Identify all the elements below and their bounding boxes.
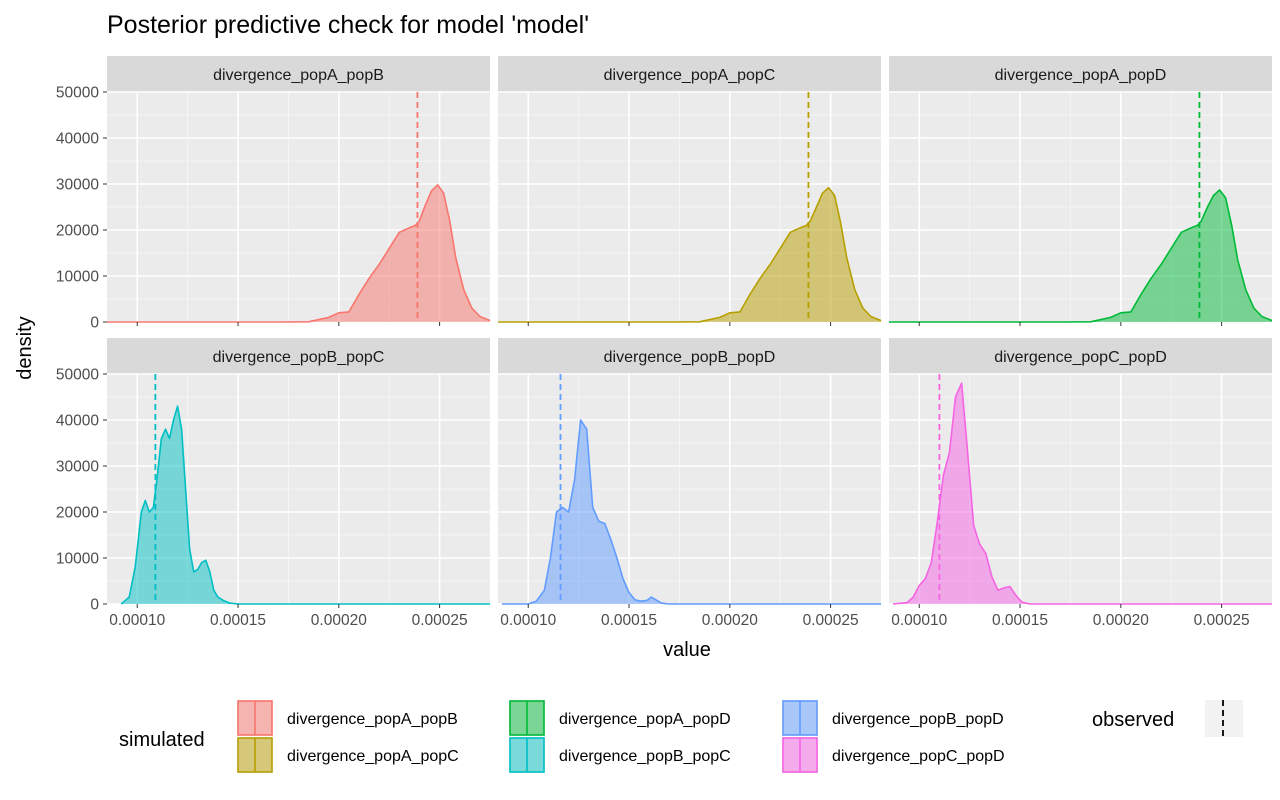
x-tick-label: 0.00025	[412, 612, 468, 629]
legend-title-simulated: simulated	[119, 729, 205, 751]
legend-label: divergence_popA_popD	[559, 711, 731, 728]
y-tick-label: 50000	[56, 367, 99, 384]
density-area	[889, 190, 1272, 322]
legend-item-divergence_popC_popD: divergence_popC_popD	[782, 737, 1005, 773]
x-tick-label: 0.00010	[891, 612, 947, 629]
panel-divergence_popA_popC: divergence_popA_popC	[498, 56, 882, 323]
y-tick-label: 50000	[56, 85, 99, 102]
legend-key-background	[1205, 700, 1243, 737]
x-tick-label: 0.00025	[803, 612, 859, 629]
density-line	[498, 186, 882, 323]
legend-label: divergence_popB_popC	[559, 748, 731, 765]
axes: 0 10000 20000 30000 40000 50000 0 10000 20000 300…	[56, 85, 1250, 630]
density-area	[502, 420, 881, 604]
panel-divergence_popB_popD: divergence_popB_popD	[498, 338, 881, 605]
legend-item-divergence_popA_popC: divergence_popA_popC	[237, 737, 459, 773]
x-tick-label: 0.00025	[1194, 612, 1250, 629]
strip-background	[889, 56, 1272, 92]
strip-label: divergence_popC_popD	[994, 349, 1167, 366]
legend-label: divergence_popC_popD	[832, 748, 1005, 765]
density-area	[121, 406, 490, 604]
legend-item-divergence_popA_popD: divergence_popA_popD	[509, 700, 731, 736]
density-area	[498, 187, 881, 322]
density-line	[889, 189, 1273, 323]
chart-title: Posterior predictive check for model 'mo…	[107, 11, 589, 39]
legend-title-observed: observed	[1092, 709, 1174, 731]
density-line	[120, 405, 490, 605]
strip-background	[889, 338, 1272, 374]
x-tick-label: 0.00015	[210, 612, 266, 629]
legend-item-divergence_popB_popD: divergence_popB_popD	[782, 700, 1004, 736]
strip-background	[107, 56, 490, 92]
y-tick-label: 40000	[56, 131, 99, 148]
panel-divergence_popA_popD: divergence_popA_popD	[889, 56, 1273, 323]
x-tick-label: 0.00020	[702, 612, 758, 629]
x-tick-label: 0.00020	[311, 612, 367, 629]
strip-label: divergence_popA_popB	[213, 67, 384, 84]
strip-label: divergence_popA_popD	[995, 67, 1167, 84]
strip-label: divergence_popA_popC	[604, 67, 776, 84]
x-tick-label: 0.00010	[109, 612, 165, 629]
strip-label: divergence_popB_popC	[213, 349, 385, 366]
density-area	[107, 184, 490, 322]
strip-label: divergence_popB_popD	[604, 349, 776, 366]
y-tick-label: 30000	[56, 459, 99, 476]
facet-panels: divergence_popA_popB divergence_popA_popC…	[107, 56, 1273, 605]
y-tick-label: 10000	[56, 269, 99, 286]
x-tick-label: 0.00020	[1093, 612, 1149, 629]
density-line	[892, 382, 1272, 605]
strip-background	[498, 56, 881, 92]
x-tick-label: 0.00015	[992, 612, 1048, 629]
y-tick-label: 20000	[56, 223, 99, 240]
strip-background	[498, 338, 881, 374]
y-tick-label: 20000	[56, 505, 99, 522]
panel-divergence_popC_popD: divergence_popC_popD	[889, 338, 1272, 605]
density-area	[893, 383, 1272, 604]
density-line	[107, 184, 491, 323]
y-axis-title: density	[14, 316, 36, 379]
legend-item-divergence_popA_popB: divergence_popA_popB	[237, 700, 458, 736]
y-tick-label: 30000	[56, 177, 99, 194]
strip-background	[107, 338, 490, 374]
legend-label: divergence_popB_popD	[832, 711, 1004, 728]
legend: simulated observed divergence_popA_popBd…	[119, 700, 1243, 773]
y-tick-label: 0	[90, 597, 99, 614]
legend-label: divergence_popA_popB	[287, 711, 458, 728]
y-tick-label: 10000	[56, 551, 99, 568]
legend-item-divergence_popB_popC: divergence_popB_popC	[509, 737, 731, 773]
x-tick-label: 0.00015	[601, 612, 657, 629]
panel-divergence_popB_popC: divergence_popB_popC	[107, 338, 490, 605]
y-tick-label: 0	[90, 315, 99, 332]
x-axis-title: value	[663, 639, 711, 661]
y-tick-label: 40000	[56, 413, 99, 430]
legend-item-observed	[1205, 700, 1243, 737]
panel-divergence_popA_popB: divergence_popA_popB	[107, 56, 491, 323]
x-tick-label: 0.00010	[500, 612, 556, 629]
density-line	[502, 419, 881, 605]
legend-label: divergence_popA_popC	[287, 748, 459, 765]
